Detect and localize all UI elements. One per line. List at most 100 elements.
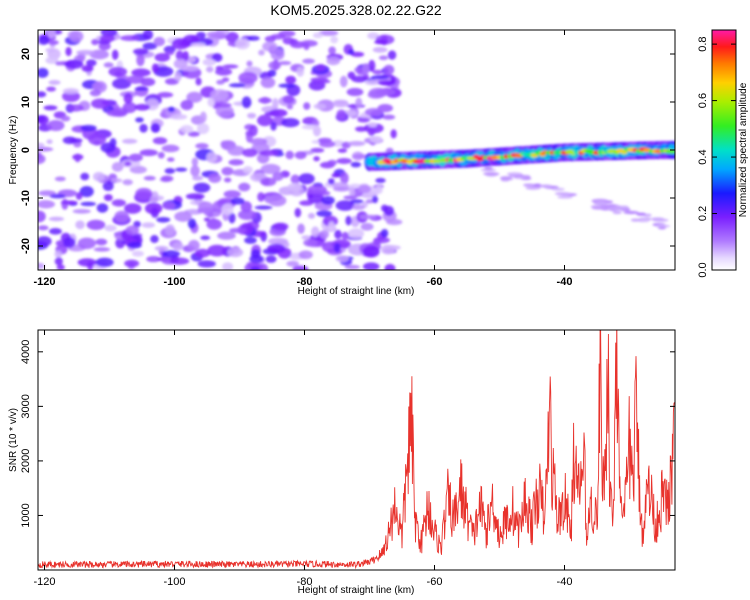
heatmap-cell xyxy=(230,197,245,205)
heatmap-cell xyxy=(350,51,365,58)
heatmap-cell xyxy=(523,183,535,187)
heatmap-cell xyxy=(180,99,194,111)
heatmap-cell xyxy=(134,86,149,91)
heatmap-cell xyxy=(285,150,295,160)
heatmap-cell xyxy=(127,241,142,249)
heatmap-cell xyxy=(142,30,154,40)
heatmap-cell xyxy=(187,218,197,229)
heatmap-cell xyxy=(193,182,211,193)
heatmap-cell xyxy=(312,32,324,39)
y-tick-label: 20 xyxy=(20,48,32,60)
heatmap-cell xyxy=(237,209,257,221)
heatmap-cell xyxy=(258,49,265,56)
heatmap-cell xyxy=(187,131,200,137)
heatmap-cell xyxy=(75,192,83,200)
heatmap-cell xyxy=(222,77,230,83)
y-tick-label: 2000 xyxy=(20,449,32,473)
heatmap-cell xyxy=(367,32,380,40)
heatmap-cell xyxy=(128,153,143,162)
heatmap-cell xyxy=(76,49,95,56)
heatmap-cell xyxy=(38,262,45,269)
heatmap-cell xyxy=(69,30,84,43)
heatmap-cell xyxy=(368,121,378,128)
heatmap-cell xyxy=(38,210,46,223)
heatmap-cell xyxy=(81,65,94,72)
heatmap-cell xyxy=(175,50,184,61)
heatmap-cell xyxy=(313,156,320,162)
x-tick-label: -60 xyxy=(427,576,443,588)
x-tick-label: -40 xyxy=(557,576,573,588)
heatmap-cell xyxy=(264,111,280,117)
heatmap-cell xyxy=(612,210,622,215)
heatmap-cell xyxy=(56,264,65,270)
heatmap-cell xyxy=(347,71,356,80)
heatmap-cell xyxy=(372,46,388,53)
heatmap-cell xyxy=(639,218,650,222)
heatmap-cell xyxy=(294,151,307,160)
heatmap-cell xyxy=(350,199,364,204)
heatmap-cell xyxy=(344,264,361,270)
heatmap-cell xyxy=(246,60,253,67)
heatmap-cell xyxy=(38,91,47,98)
y-tick-label: 10 xyxy=(20,96,32,108)
heatmap-cell xyxy=(135,187,153,200)
heatmap-cell xyxy=(298,250,313,260)
heatmap-cell xyxy=(207,97,216,107)
heatmap-cell xyxy=(92,82,104,91)
heatmap-cell xyxy=(636,212,647,216)
heatmap-cell xyxy=(192,175,204,181)
heatmap-cell xyxy=(557,195,573,199)
heatmap-cell xyxy=(161,144,180,153)
heatmap-cell xyxy=(267,243,286,253)
y-tick-label: 0 xyxy=(20,147,32,153)
heatmap-cell xyxy=(658,226,667,230)
heatmap-cell xyxy=(93,247,111,252)
heatmap-cell xyxy=(38,190,57,197)
heatmap-cell xyxy=(72,208,91,214)
heatmap-cell xyxy=(332,100,350,108)
heatmap-cell xyxy=(45,47,56,53)
heatmap-cell xyxy=(220,140,230,148)
spectrogram-x-ticks: -120 -100 -80 -60 -40 xyxy=(33,30,572,288)
heatmap-cell xyxy=(136,54,145,67)
heatmap-cell xyxy=(135,117,144,123)
heatmap-cell xyxy=(307,192,324,204)
colorbar-tick-label: 0.8 xyxy=(697,36,709,51)
snr-panel: -120 -100 -80 -60 -40 1000 2000 3000 4000 Heigh… xyxy=(8,329,676,596)
heatmap-cell xyxy=(131,250,144,257)
colorbar-label: Normalized spectral amplitude xyxy=(738,82,749,217)
heatmap-cell xyxy=(173,58,188,69)
heatmap-cell xyxy=(89,89,101,97)
heatmap-cell xyxy=(355,126,367,132)
heatmap-cell xyxy=(378,55,389,61)
heatmap-cell xyxy=(390,129,397,139)
heatmap-cell xyxy=(380,229,389,238)
heatmap-cells xyxy=(38,30,675,270)
heatmap-cell xyxy=(593,201,609,205)
heatmap-cell xyxy=(114,210,130,223)
colorbar-gradient xyxy=(711,29,737,271)
heatmap-cell xyxy=(125,225,140,236)
heatmap-cell xyxy=(195,143,209,149)
heatmap-cell xyxy=(228,212,236,224)
heatmap-cell xyxy=(122,102,137,114)
heatmap-cell xyxy=(650,217,665,221)
heatmap-cell xyxy=(142,42,158,50)
heatmap-cell xyxy=(386,218,403,226)
heatmap-cell xyxy=(301,235,311,240)
heatmap-cell xyxy=(601,204,617,208)
heatmap-cell xyxy=(296,66,305,77)
heatmap-cell xyxy=(169,257,190,265)
heatmap-cell xyxy=(336,109,347,120)
heatmap-cell xyxy=(67,104,84,112)
heatmap-cell xyxy=(372,69,384,75)
heatmap-cell xyxy=(190,165,200,177)
heatmap-cell xyxy=(328,46,336,55)
heatmap-cell xyxy=(174,71,182,82)
heatmap-cell xyxy=(112,78,132,90)
heatmap-cell xyxy=(525,186,541,190)
heatmap-cell xyxy=(630,218,642,222)
heatmap-cell xyxy=(592,198,608,202)
heatmap-cell xyxy=(54,176,66,182)
heatmap-cell xyxy=(278,61,292,66)
